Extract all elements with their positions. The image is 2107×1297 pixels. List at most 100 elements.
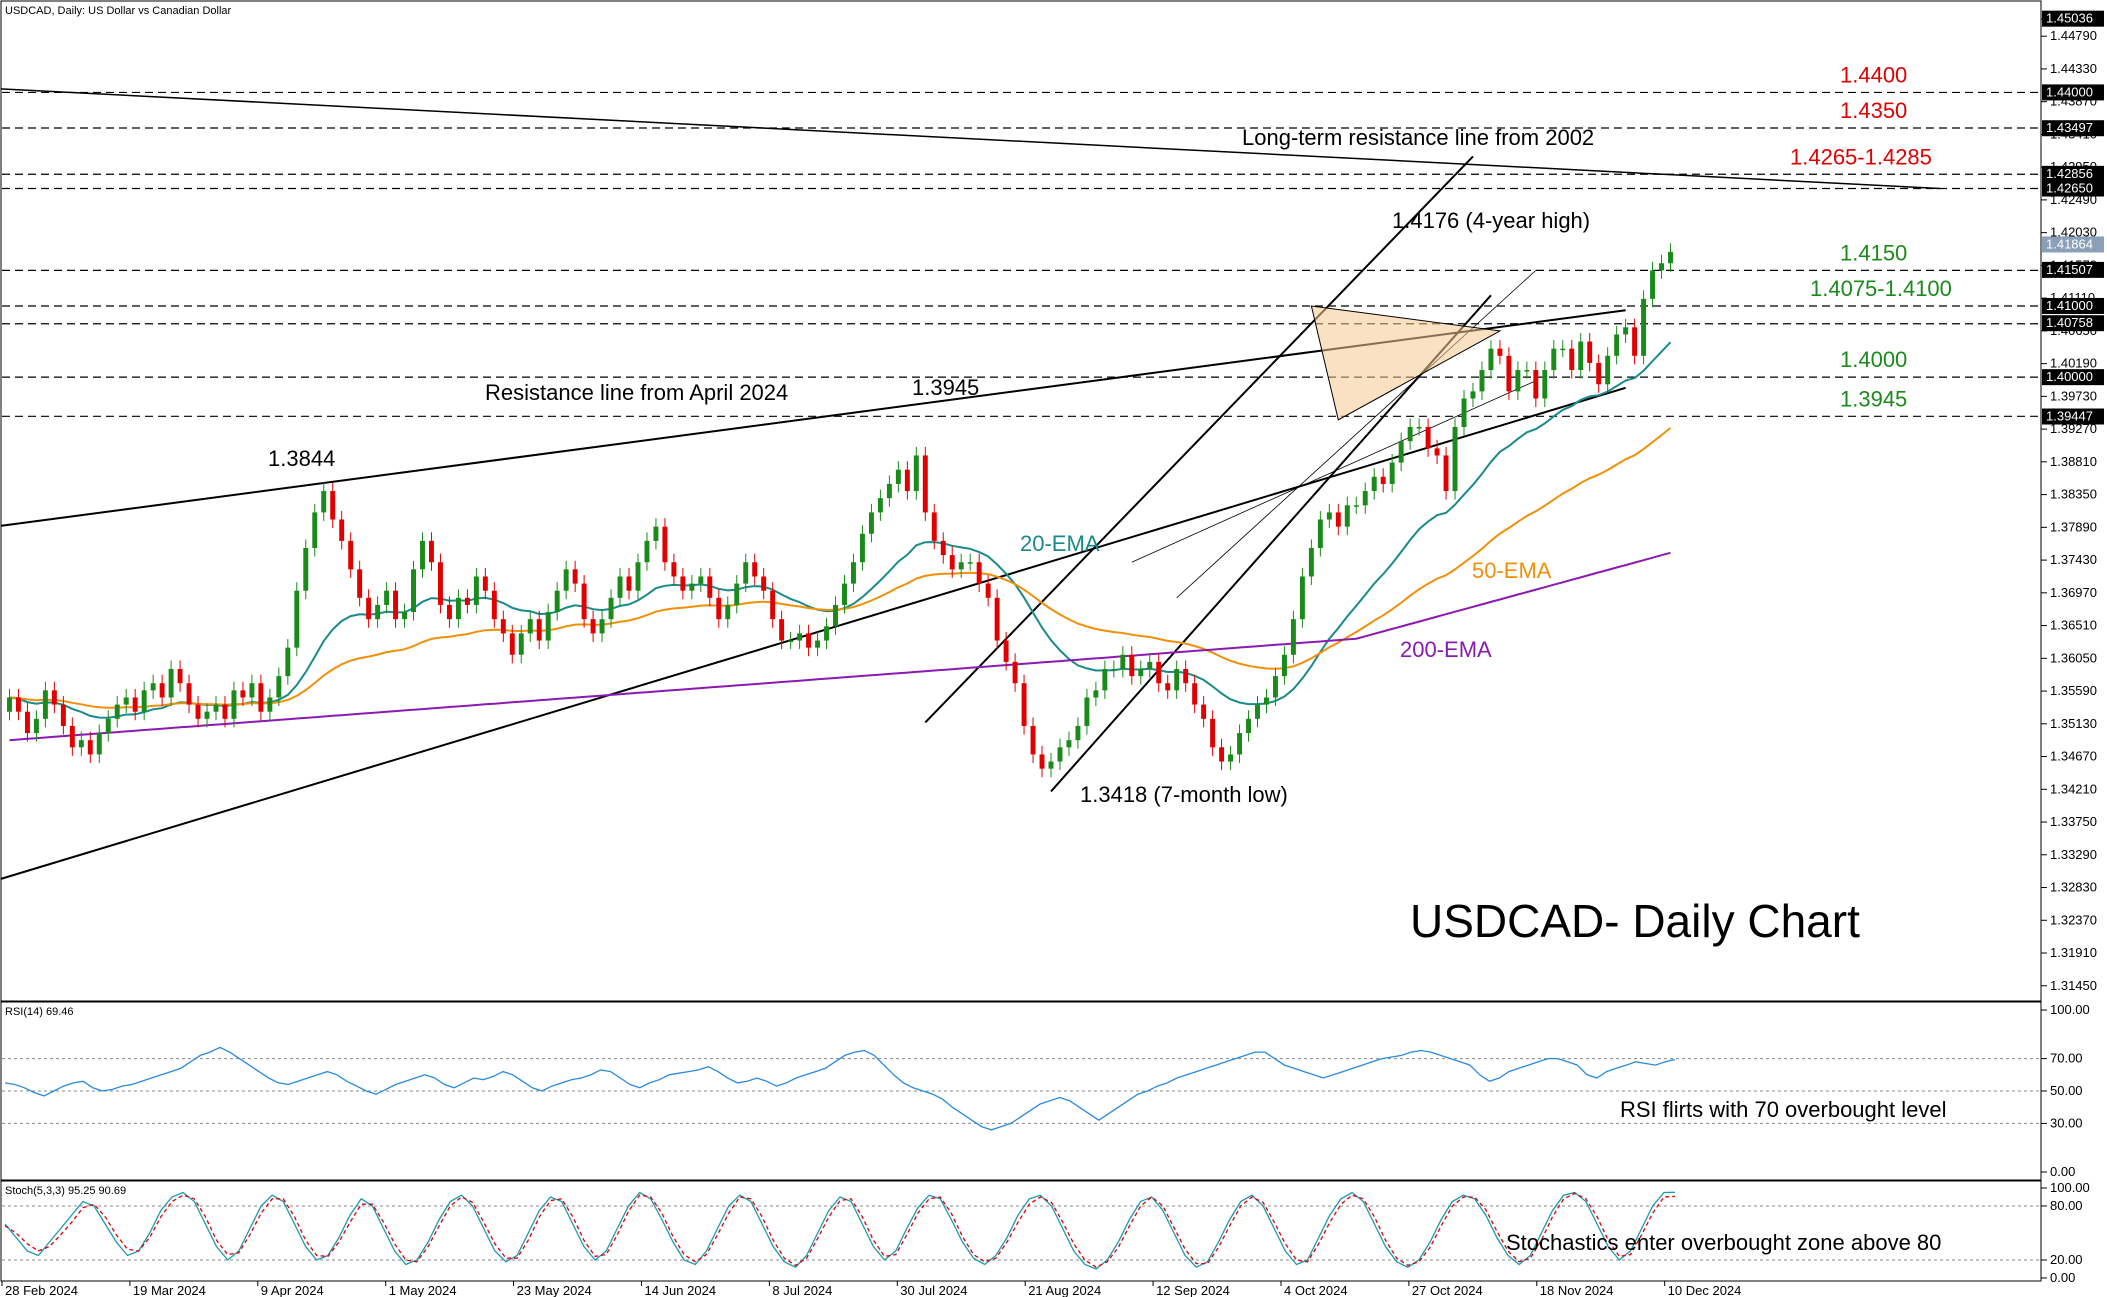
triangle-pattern — [1310, 305, 1502, 421]
x-tick-label: 9 Apr 2024 — [261, 1283, 324, 1297]
candle-body — [195, 704, 201, 719]
candle-body — [1479, 370, 1485, 392]
candle-body — [859, 533, 865, 563]
main-panel — [0, 0, 2042, 1002]
y-tick-label: 1.34670 — [2050, 749, 2097, 764]
candle-body — [1632, 327, 1638, 356]
candle-body — [42, 690, 48, 719]
support-resistance-levels: 1.4400 1.4350 1.4265-1.4285 1.4150 1.4075-1.… — [2, 62, 2041, 417]
price-tag-label: 1.39447 — [2046, 409, 2093, 424]
x-tick-label: 21 Aug 2024 — [1028, 1283, 1101, 1297]
y-tick-label: 1.39270 — [2050, 421, 2097, 436]
level-label: 1.4150 — [1840, 240, 1907, 265]
candle-body — [1317, 519, 1323, 548]
candle-body — [536, 619, 542, 641]
y-tick-label: 1.37890 — [2050, 519, 2097, 534]
y-tick-label: 1.36970 — [2050, 585, 2097, 600]
candle-body — [689, 583, 695, 591]
candle-body — [249, 683, 255, 698]
candles — [7, 243, 1673, 778]
price-tag-box — [2042, 165, 2104, 182]
candle-body — [231, 690, 237, 719]
stoch-indicator: 100.00 80.00 20.00 0.00 — [2, 1180, 2090, 1285]
candle-body — [1560, 348, 1566, 351]
rsi-panel — [0, 1001, 2042, 1181]
candle-body — [725, 604, 731, 620]
candle-body — [276, 676, 282, 698]
x-tick-label: 18 Nov 2024 — [1540, 1283, 1614, 1297]
candle-body — [1488, 348, 1494, 371]
candle-body — [1668, 251, 1673, 264]
channel-upper-line — [924, 155, 1474, 724]
y-tick-label: 1.38350 — [2050, 487, 2097, 502]
candle-body — [1120, 654, 1126, 669]
candle-body — [770, 590, 776, 620]
candle-body — [1371, 476, 1377, 492]
candle-body — [393, 590, 399, 620]
candle-body — [1084, 697, 1090, 726]
ema200-label: 200-EMA — [1400, 637, 1492, 662]
candle-body — [141, 690, 147, 712]
candle-body — [716, 597, 722, 620]
y-tick-label: 1.36050 — [2050, 650, 2097, 665]
candle-body — [240, 690, 246, 698]
level-label: 1.4075-1.4100 — [1810, 276, 1952, 301]
candle-body — [1398, 441, 1404, 463]
candle-body — [815, 640, 821, 648]
channel-inner-upper — [1176, 270, 1537, 599]
peak-1-3844-label: 1.3844 — [268, 446, 335, 471]
candle-body — [1335, 512, 1341, 527]
price-tag-box — [2042, 10, 2104, 27]
candle-body — [464, 597, 470, 605]
candle-body — [626, 576, 632, 591]
candle-body — [473, 576, 479, 605]
y-tick-label: 1.35130 — [2050, 716, 2097, 731]
candle-body — [1039, 754, 1045, 769]
candle-body — [1452, 426, 1458, 492]
candle-body — [1650, 270, 1656, 299]
candle-body — [698, 576, 704, 584]
candle-body — [159, 683, 165, 698]
candle-body — [69, 725, 75, 748]
ind-tick-label: 30.00 — [2050, 1115, 2083, 1130]
candle-body — [339, 519, 345, 541]
candle-body — [554, 590, 560, 613]
candle-body — [1129, 654, 1135, 677]
candle-body — [671, 562, 677, 577]
ind-tick-label: 70.00 — [2050, 1051, 2083, 1066]
x-tick-label: 28 Feb 2024 — [5, 1283, 78, 1297]
candle-body — [635, 562, 641, 591]
price-tag-label: 1.43497 — [2046, 120, 2093, 135]
price-tag-box — [2042, 180, 2104, 197]
candle-body — [213, 704, 219, 712]
candle-body — [752, 562, 758, 577]
candle-body — [617, 576, 623, 598]
candle-body — [761, 576, 767, 591]
candle-body — [15, 697, 21, 712]
candle-body — [833, 604, 838, 627]
candle-body — [1192, 683, 1198, 705]
candle-body — [545, 612, 551, 641]
y-tick-label: 1.36510 — [2050, 618, 2097, 633]
y-tick-label: 1.33290 — [2050, 847, 2097, 862]
candle-body — [913, 455, 919, 492]
candle-body — [1228, 754, 1234, 762]
candle-body — [303, 547, 309, 591]
candle-body — [518, 633, 524, 655]
ind-line — [4, 1046, 1676, 1131]
y-tick-label: 1.44790 — [2050, 28, 2097, 43]
candle-body — [1326, 512, 1332, 520]
x-tick-label: 10 Dec 2024 — [1668, 1283, 1742, 1297]
y-tick-label: 1.40190 — [2050, 356, 2097, 371]
candle-body — [258, 683, 264, 712]
price-tag-box — [2042, 261, 2104, 278]
price-tag-label: 1.45036 — [2046, 11, 2093, 26]
candle-body — [78, 740, 84, 748]
candle-body — [24, 711, 30, 734]
candle-body — [1470, 391, 1476, 399]
candle-body — [824, 626, 830, 641]
candle-body — [779, 619, 785, 641]
price-tag-label: 1.42650 — [2046, 181, 2093, 196]
ema50-label: 50-EMA — [1472, 558, 1552, 583]
